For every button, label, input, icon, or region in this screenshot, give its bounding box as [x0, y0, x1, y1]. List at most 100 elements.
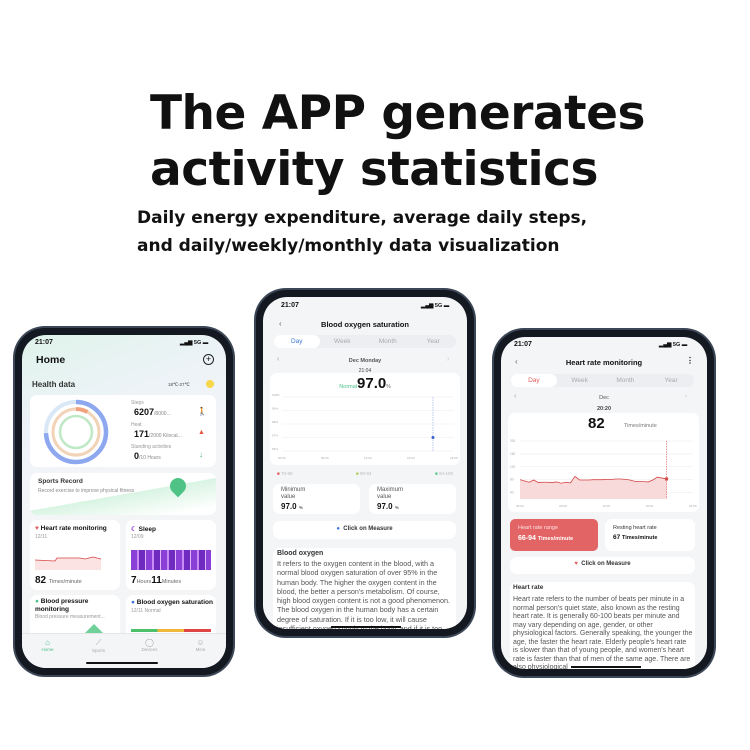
measure-label: Click on Measure: [581, 561, 631, 567]
sports-icon: ⟋: [95, 638, 102, 647]
min-value: 97.0: [281, 502, 297, 511]
location-pin-icon: [166, 474, 190, 498]
steps-ring: [43, 399, 109, 465]
tab-devices[interactable]: ◯ Devices: [124, 634, 175, 668]
data-point: [431, 436, 435, 439]
date-label: Dec: [599, 395, 609, 401]
activity-card[interactable]: Steps 6207/8000... 🚶 Heat 171/2000 Kiloc…: [30, 395, 216, 467]
phone-heart-rate: 21:07 ▂▄▆ 5G ▬ ‹ Heart rate monitoring ⋮…: [494, 330, 714, 676]
next-date-icon[interactable]: ›: [447, 356, 450, 363]
tab-year[interactable]: Year: [664, 377, 678, 384]
tab-month[interactable]: Month: [378, 338, 397, 345]
prev-date-icon[interactable]: ‹: [514, 393, 517, 400]
x-tick-label: 00:00: [278, 456, 286, 460]
x-tick-label: 12:00: [364, 456, 372, 460]
flame-icon: ▲: [198, 429, 205, 436]
heart-icon: ♥: [35, 525, 39, 532]
home-indicator: [571, 666, 641, 668]
min-value-card: Minimum value 97.0 %: [273, 484, 360, 514]
info-card: Heart rate Heart rate refers to the numb…: [510, 582, 695, 669]
y-tick-label: 200: [510, 439, 516, 443]
heart-range-card: Heart rate range 66-94 Times/minute: [510, 519, 598, 551]
tab-day[interactable]: Day: [511, 374, 557, 387]
phone-home: 21:07 ▂▄▆ 5G ▬ Home + Health data 18℃-27…: [15, 328, 233, 675]
plus-circle-icon[interactable]: +: [203, 354, 214, 365]
heart-title: Heart rate monitoring: [40, 525, 107, 532]
subtitle-line: and daily/weekly/monthly data visualizat…: [137, 236, 560, 256]
range-value: 66-94: [518, 535, 536, 542]
status-network: ▂▄▆ 5G ▬: [421, 303, 450, 309]
tab-home[interactable]: ⌂ Home: [22, 634, 73, 668]
info-title: Blood oxygen: [277, 550, 324, 557]
oxy-scale-bar: [131, 629, 211, 632]
sports-record-card[interactable]: Sports Record Record exercise to improve…: [30, 473, 216, 515]
x-tick-label: 18:00: [407, 456, 415, 460]
subtitle: Daily energy expenditure, average daily …: [137, 204, 587, 260]
x-tick-label: 00:00: [516, 504, 524, 508]
resting-heart-card: Resting heart rate 67 Times/minute: [605, 519, 695, 551]
bp-desc: Blood pressure measurement...: [35, 614, 105, 620]
x-tick-label: 24:00: [450, 456, 458, 460]
standing-value: 0: [134, 451, 140, 461]
standing-label: Standing activities: [131, 444, 172, 450]
tab-label: Sports: [91, 648, 105, 653]
home-icon: ⌂: [45, 638, 50, 647]
steps-label: Steps: [131, 400, 144, 406]
tab-week[interactable]: Week: [571, 377, 588, 384]
status-text: Normal: [339, 384, 358, 390]
sleep-minutes: 11: [151, 575, 162, 586]
legend-item: ■ 70-90: [277, 471, 293, 476]
standing-icon: ↓: [199, 450, 203, 459]
period-tabs: Day Week Month Year: [274, 335, 456, 348]
oxy-title: Blood oxygen saturation: [136, 599, 213, 606]
page-title: Blood oxygen saturation: [321, 320, 409, 329]
oxygen-value: 97.0: [357, 375, 387, 392]
period-tabs: Day Week Month Year: [511, 374, 694, 387]
tab-month[interactable]: Month: [616, 377, 635, 384]
more-icon[interactable]: ⋮: [686, 356, 694, 365]
measure-label: Click on Measure: [343, 526, 393, 532]
range-unit: Times/minute: [537, 536, 574, 542]
prev-date-icon[interactable]: ‹: [277, 356, 280, 363]
watch-icon: ◯: [145, 638, 154, 647]
section-title: Health data: [32, 380, 76, 389]
back-icon[interactable]: ‹: [279, 319, 282, 328]
max-label: Maximum value: [377, 487, 404, 500]
x-tick-label: 18:00: [646, 504, 654, 508]
info-title: Heart rate: [513, 584, 544, 591]
sleep-card[interactable]: ☾ Sleep 12/09 7Hours11Minutes: [126, 520, 216, 590]
tab-year[interactable]: Year: [426, 338, 440, 345]
status-network: ▂▄▆ 5G ▬: [180, 340, 209, 346]
measure-button[interactable]: ♥ Click on Measure: [510, 557, 695, 574]
sports-title: Sports Record: [38, 478, 83, 485]
blood-oxygen-card[interactable]: ● Blood oxygen saturation 12/11 Normal: [126, 595, 216, 640]
date-label: Dec Monday: [348, 358, 382, 364]
heart-chart: 200 160 120 80 40 00:00 06:00 12:00 18:00 24:00: [510, 439, 697, 508]
bp-icon: ●: [35, 598, 39, 605]
x-tick-label: 24:00: [689, 504, 697, 508]
oxygen-chart: 100% 99% 98% 97% 96% 00:00 06:00 12:00 18:00 24:0…: [272, 393, 458, 460]
heat-ring: [51, 407, 101, 457]
network-label: 5G: [434, 303, 443, 309]
heart-rate-card[interactable]: ♥ Heart rate monitoring 12/11 82 Times/m…: [30, 520, 120, 590]
headline-line: The APP generates: [150, 86, 645, 141]
moon-icon: ☾: [131, 526, 137, 533]
reading-time: 20:20: [596, 406, 612, 412]
tab-mine[interactable]: ☺ Mine: [175, 634, 226, 668]
info-text: Heart rate refers to the number of beats…: [513, 596, 693, 669]
heart-line: [519, 475, 667, 484]
measure-button[interactable]: ● Click on Measure: [273, 521, 456, 539]
min-label: Minimum value: [281, 487, 306, 500]
heart-value: 82: [588, 415, 605, 432]
next-date-icon[interactable]: ›: [685, 393, 688, 400]
heart-icon: ♥: [574, 561, 578, 567]
y-tick-label: 120: [510, 465, 516, 469]
tab-week[interactable]: Week: [334, 338, 351, 345]
heart-mini-chart: [35, 556, 102, 570]
tab-sports[interactable]: ⟋ Sports: [73, 634, 124, 668]
tab-day[interactable]: Day: [274, 335, 320, 348]
oxygen-chart-card: Normal97.0% 100% 99% 98% 97% 96% 00:00 06:00 12…: [270, 373, 460, 465]
back-icon[interactable]: ‹: [515, 357, 518, 366]
x-tick-label: 06:00: [321, 456, 329, 460]
sleep-hours: 7: [131, 575, 137, 586]
